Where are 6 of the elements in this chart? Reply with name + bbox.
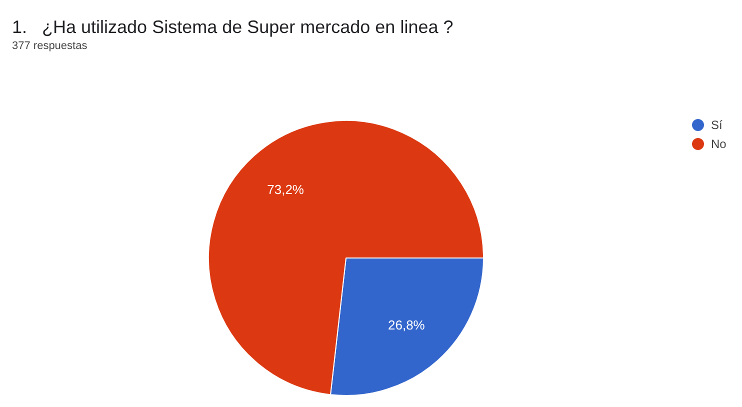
chart-title: 1. ¿Ha utilizado Sistema de Super mercado en linea ? <box>12 17 454 38</box>
data-label: 73,2% <box>267 182 304 197</box>
legend-label: No <box>711 136 726 150</box>
data-label: 26,8% <box>388 317 426 332</box>
legend-label: Sí <box>711 118 722 132</box>
text: 377 respuestas <box>12 40 88 52</box>
